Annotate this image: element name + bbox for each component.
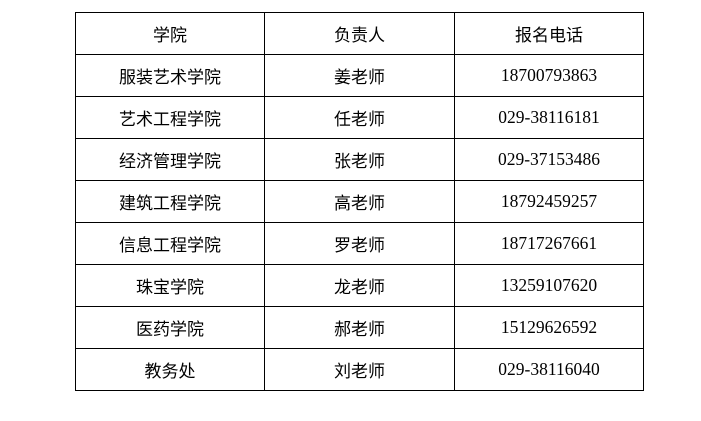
header-college: 学院 [75, 12, 265, 55]
contact-person-cell: 张老师 [264, 138, 455, 181]
contact-person-cell: 刘老师 [264, 348, 455, 391]
phone-cell: 18792459257 [454, 180, 644, 223]
table-row: 信息工程学院 罗老师 18717267661 [75, 222, 644, 265]
college-cell: 经济管理学院 [75, 138, 265, 181]
contact-table: 学院 负责人 报名电话 服装艺术学院 姜老师 18700793863 艺术工程学院 任老… [75, 12, 644, 391]
contact-person-cell: 龙老师 [264, 264, 455, 307]
phone-cell: 18717267661 [454, 222, 644, 265]
contact-person-cell: 罗老师 [264, 222, 455, 265]
phone-cell: 13259107620 [454, 264, 644, 307]
header-phone: 报名电话 [454, 12, 644, 55]
table-row: 服装艺术学院 姜老师 18700793863 [75, 54, 644, 97]
table-row: 艺术工程学院 任老师 029-38116181 [75, 96, 644, 139]
table-row: 建筑工程学院 高老师 18792459257 [75, 180, 644, 223]
college-cell: 信息工程学院 [75, 222, 265, 265]
college-cell: 服装艺术学院 [75, 54, 265, 97]
college-cell: 艺术工程学院 [75, 96, 265, 139]
contact-person-cell: 高老师 [264, 180, 455, 223]
college-cell: 珠宝学院 [75, 264, 265, 307]
college-cell: 教务处 [75, 348, 265, 391]
header-contact-person: 负责人 [264, 12, 455, 55]
table-row: 医药学院 郝老师 15129626592 [75, 306, 644, 349]
table-row: 珠宝学院 龙老师 13259107620 [75, 264, 644, 307]
table-header-row: 学院 负责人 报名电话 [75, 12, 644, 55]
college-cell: 医药学院 [75, 306, 265, 349]
phone-cell: 029-38116181 [454, 96, 644, 139]
college-cell: 建筑工程学院 [75, 180, 265, 223]
phone-cell: 029-37153486 [454, 138, 644, 181]
table-row: 经济管理学院 张老师 029-37153486 [75, 138, 644, 181]
table-row: 教务处 刘老师 029-38116040 [75, 348, 644, 391]
contact-person-cell: 郝老师 [264, 306, 455, 349]
phone-cell: 029-38116040 [454, 348, 644, 391]
phone-cell: 15129626592 [454, 306, 644, 349]
phone-cell: 18700793863 [454, 54, 644, 97]
contact-person-cell: 姜老师 [264, 54, 455, 97]
contact-person-cell: 任老师 [264, 96, 455, 139]
